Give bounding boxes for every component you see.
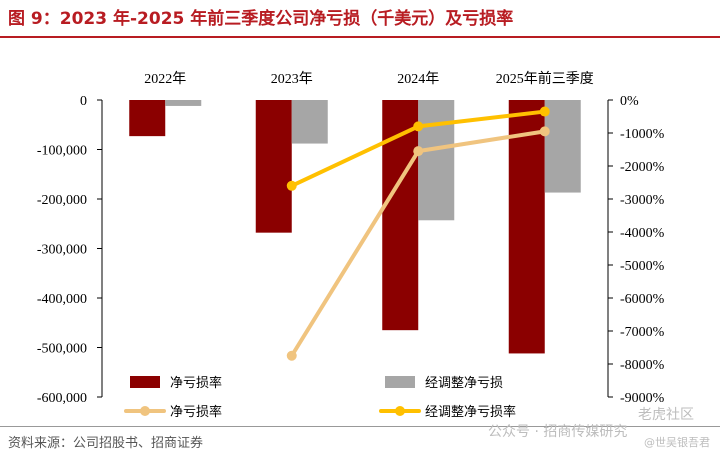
left-axis-tick-label: 0 [80,94,87,109]
watermark-wechat: 公众号 · 招商传媒研究 [488,424,628,440]
axes: 0 -100,000 -200,000 -300,000 -400,000 -500,00… [37,94,665,406]
bar-adjusted-net-loss [418,100,455,221]
bar-net-loss [255,100,292,233]
left-axis-tick-label: -200,000 [37,193,87,208]
left-axis-tick-label: -300,000 [37,243,87,258]
point-adjusted-net-loss-rate [286,180,297,191]
point-net-loss-rate [539,126,550,137]
bar-adjusted-net-loss [165,100,202,106]
category-label: 2025年前三季度 [496,70,594,87]
rate-lines [286,106,550,361]
category-label: 2024年 [397,71,439,87]
source-note: 资料来源：公司招股书、招商证券 [8,436,204,451]
right-axis-tick-label: -9000% [620,391,665,406]
right-axis-tick-label: -4000% [620,226,665,241]
right-axis-tick-label: -5000% [620,259,665,274]
category-label: 2023年 [271,71,313,87]
right-axis-tick-label: -1000% [620,127,665,142]
left-axis-tick-label: -600,000 [37,391,87,406]
legend-label: 净亏损率 [170,404,222,420]
bar-net-loss [508,100,545,354]
right-axis-tick-label: -8000% [620,358,665,373]
left-axis-tick-label: -100,000 [37,144,87,159]
legend-label: 经调整净亏损率 [425,404,516,420]
right-axis-tick-label: -2000% [620,160,665,175]
legend-label: 经调整净亏损 [425,376,503,391]
chart-title: 图 9：2023 年-2025 年前三季度公司净亏损（千美元）及亏损率 [8,9,514,29]
left-axis-tick-label: -500,000 [37,342,87,357]
right-axis-tick-label: -3000% [620,193,665,208]
point-adjusted-net-loss-rate [539,106,550,117]
category-label: 2022年 [144,71,186,87]
right-axis-tick-label: 0% [620,94,639,109]
title-divider [0,36,720,38]
legend-swatch [130,376,160,388]
point-net-loss-rate [286,350,297,361]
right-axis-tick-label: -6000% [620,292,665,307]
right-axis-tick-label: -7000% [620,325,665,340]
bars [129,100,581,354]
left-axis-tick-label: -400,000 [37,292,87,307]
watermark-community: 老虎社区 [638,407,694,423]
legend-swatch-marker [395,406,405,416]
bar-adjusted-net-loss [291,100,328,144]
point-net-loss-rate [413,146,424,157]
legend-label: 净亏损率 [170,375,222,391]
watermark-handle: @世吴银吾君 [644,436,710,449]
bar-net-loss [129,100,166,137]
point-adjusted-net-loss-rate [413,121,424,132]
legend-swatch [385,376,415,388]
source-divider [0,426,720,427]
bar-adjusted-net-loss [544,100,581,193]
category-labels: 2022年 2023年 2024年 2025年前三季度 [144,70,594,87]
legend-swatch-marker [140,406,150,416]
